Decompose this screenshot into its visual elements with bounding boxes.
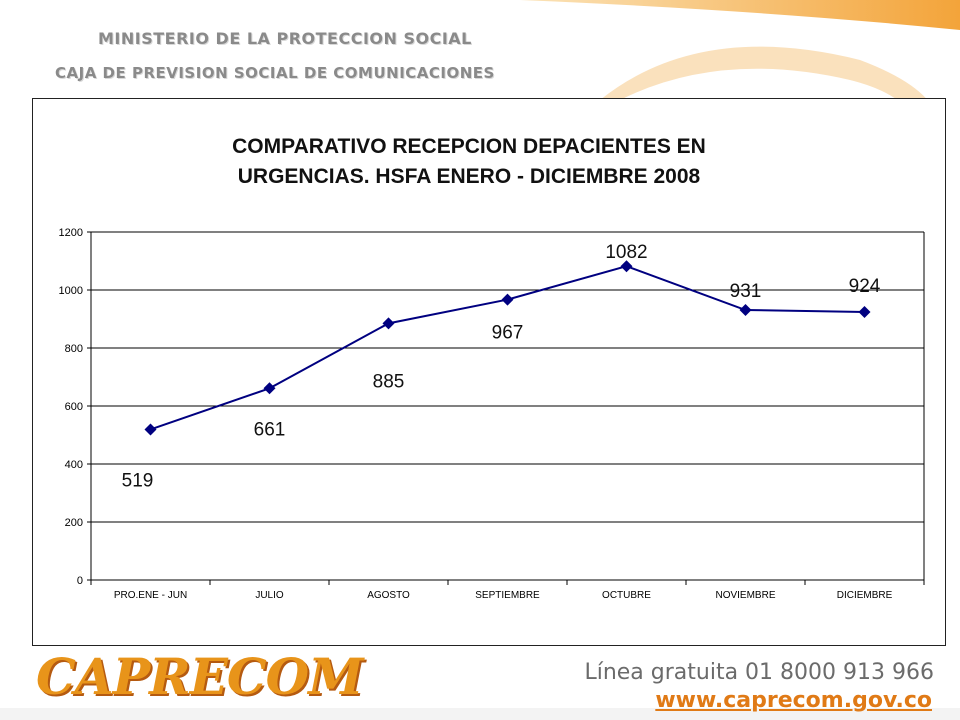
data-label: 931 bbox=[730, 281, 762, 302]
data-label: 519 bbox=[122, 470, 154, 491]
data-label: 661 bbox=[254, 419, 286, 440]
x-tick-label: PRO.ENE - JUN bbox=[114, 590, 187, 601]
y-tick-label: 0 bbox=[77, 575, 83, 587]
data-point-marker bbox=[382, 317, 395, 330]
axis-layer: 0 200 400 600 800 1000 1200 PRO.ENE - JUN JULIO A… bbox=[59, 227, 925, 601]
x-tick-label: AGOSTO bbox=[367, 590, 410, 601]
top-swoosh bbox=[520, 0, 960, 30]
x-tick-label: SEPTIEMBRE bbox=[475, 590, 540, 601]
y-tick-label: 800 bbox=[65, 343, 83, 355]
right-arc bbox=[600, 46, 940, 130]
x-tick-label: JULIO bbox=[255, 590, 284, 601]
footer-stripe bbox=[0, 708, 960, 720]
grid-layer bbox=[91, 231, 924, 581]
hotline-text: Línea gratuita 01 8000 913 966 bbox=[584, 660, 934, 685]
header-caja: CAJA DE PREVISION SOCIAL DE COMUNICACION… bbox=[55, 64, 495, 82]
series-layer bbox=[144, 260, 871, 436]
data-point-marker bbox=[858, 306, 871, 319]
chart-container: COMPARATIVO RECEPCION DEPACIENTES EN URG… bbox=[32, 98, 946, 646]
y-tick-label: 200 bbox=[65, 517, 83, 529]
line-chart: COMPARATIVO RECEPCION DEPACIENTES EN URG… bbox=[59, 135, 925, 601]
data-label: 1082 bbox=[605, 242, 647, 263]
data-point-marker bbox=[620, 260, 633, 273]
data-label-layer: 519 661 885 967 1082 931 924 bbox=[122, 242, 881, 491]
website-link[interactable]: www.caprecom.gov.co bbox=[655, 688, 932, 713]
data-point-marker bbox=[144, 423, 157, 436]
x-tick-label: OCTUBRE bbox=[602, 590, 651, 601]
data-point-marker bbox=[739, 304, 752, 317]
data-label: 885 bbox=[373, 371, 405, 392]
y-tick-label: 600 bbox=[65, 401, 83, 413]
data-label: 924 bbox=[849, 276, 881, 297]
caprecom-logo: CAPRECOM bbox=[36, 647, 364, 706]
data-point-marker bbox=[501, 293, 514, 306]
y-tick-label: 1000 bbox=[59, 285, 83, 297]
x-tick-label: NOVIEMBRE bbox=[715, 590, 775, 601]
y-tick-label: 1200 bbox=[59, 227, 83, 239]
chart-title-line2: URGENCIAS. HSFA ENERO - DICIEMBRE 2008 bbox=[238, 165, 701, 188]
y-tick-label: 400 bbox=[65, 459, 83, 471]
x-tick-label: DICIEMBRE bbox=[837, 590, 893, 601]
data-label: 967 bbox=[492, 323, 524, 344]
data-point-marker bbox=[263, 382, 276, 395]
chart-title-line1: COMPARATIVO RECEPCION DEPACIENTES EN bbox=[232, 135, 706, 158]
header-ministry: MINISTERIO DE LA PROTECCION SOCIAL bbox=[98, 29, 472, 48]
